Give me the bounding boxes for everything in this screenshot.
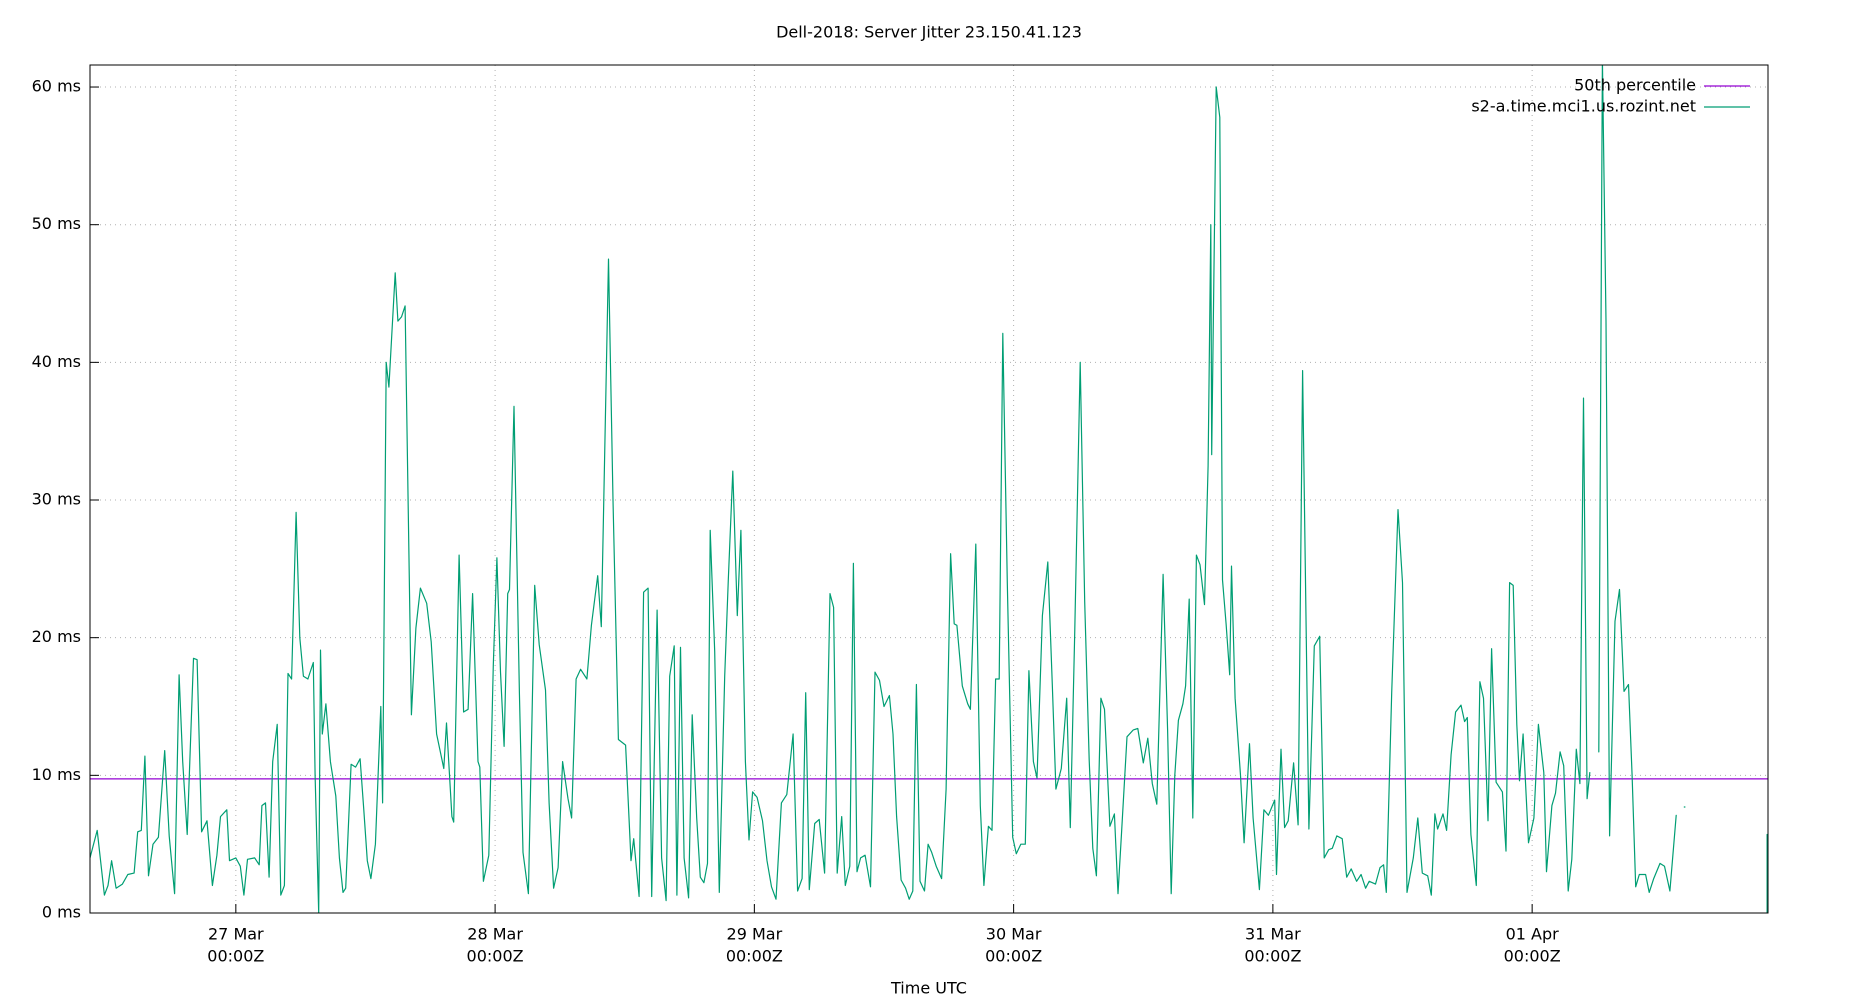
y-tick-label: 20 ms	[32, 627, 81, 646]
y-tick-label: 0 ms	[42, 903, 81, 922]
x-tick-label: 30 Mar	[986, 925, 1042, 944]
y-tick-label: 40 ms	[32, 352, 81, 371]
legend-label: 50th percentile	[1574, 76, 1696, 95]
y-tick-label: 30 ms	[32, 490, 81, 509]
x-tick-label: 28 Mar	[467, 925, 523, 944]
x-tick-label: 00:00Z	[1504, 947, 1561, 966]
y-tick-label: 10 ms	[32, 765, 81, 784]
x-tick-label: 00:00Z	[726, 947, 783, 966]
grid	[90, 65, 1768, 914]
plot-border	[89, 64, 1769, 914]
x-tick-label: 31 Mar	[1245, 925, 1301, 944]
x-axis-label: Time UTC	[890, 979, 967, 998]
x-tick-label: 00:00Z	[467, 947, 524, 966]
x-tick-label: 00:00Z	[207, 947, 264, 966]
plot-lines	[90, 65, 1768, 913]
legend-label: s2-a.time.mci1.us.rozint.net	[1471, 97, 1696, 116]
x-tick-label: 01 Apr	[1506, 925, 1560, 944]
y-tick-label: 50 ms	[32, 214, 81, 233]
axis-labels: 0 ms 10 ms 20 ms 30 ms 40 ms 50 ms 60 ms 27 Mar…	[32, 77, 1561, 966]
x-tick-label: 00:00Z	[1244, 947, 1301, 966]
x-tick-label: 27 Mar	[208, 925, 264, 944]
series-line	[90, 65, 1768, 913]
x-tick-label: 00:00Z	[985, 947, 1042, 966]
y-tick-label: 60 ms	[32, 77, 81, 96]
x-tick-label: 29 Mar	[727, 925, 783, 944]
chart-title: Dell-2018: Server Jitter 23.150.41.123	[776, 23, 1082, 42]
legend: 50th percentile s2-a.time.mci1.us.rozint.…	[1471, 76, 1750, 116]
